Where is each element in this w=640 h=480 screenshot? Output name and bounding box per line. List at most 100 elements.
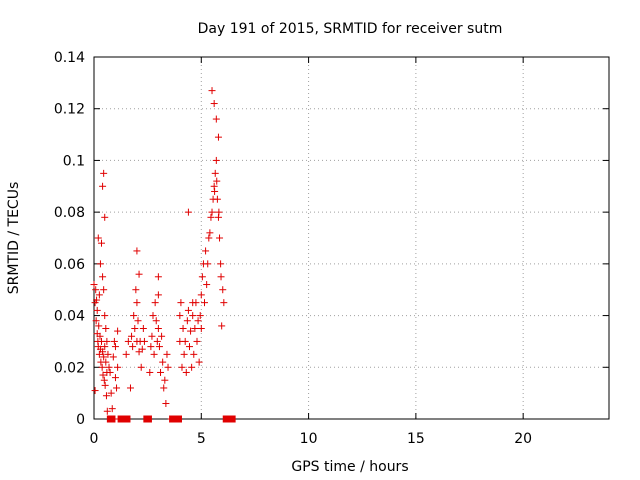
chart-title: Day 191 of 2015, SRMTID for receiver sut…	[198, 21, 503, 37]
data-point	[194, 317, 202, 325]
data-point	[92, 286, 100, 294]
data-point	[193, 337, 201, 345]
data-point	[208, 208, 216, 216]
data-point	[101, 343, 109, 351]
y-tick-label: 0.1	[63, 153, 85, 169]
data-point	[187, 327, 195, 335]
data-point	[109, 353, 117, 361]
data-point	[103, 407, 111, 415]
data-point	[162, 399, 170, 407]
data-point	[140, 337, 148, 345]
y-tick-label: 0.04	[54, 309, 85, 325]
data-point	[150, 350, 158, 358]
data-point	[101, 381, 109, 389]
data-point	[211, 169, 219, 177]
data-point	[160, 384, 168, 392]
data-point	[163, 350, 171, 358]
data-point	[92, 317, 100, 325]
data-point	[126, 384, 134, 392]
data-point	[104, 350, 112, 358]
data-point	[137, 363, 145, 371]
data-point	[177, 299, 185, 307]
data-point	[208, 87, 216, 95]
x-tick-label: 5	[197, 431, 206, 447]
data-point	[95, 322, 103, 330]
data-point	[114, 363, 122, 371]
data-point	[219, 286, 227, 294]
data-point	[201, 299, 209, 307]
data-point	[96, 332, 104, 340]
data-point	[154, 291, 162, 299]
data-point	[147, 343, 155, 351]
data-point	[182, 368, 190, 376]
data-point	[99, 273, 107, 281]
data-point	[153, 337, 161, 345]
data-point	[102, 358, 110, 366]
y-tick-label: 0.14	[54, 50, 85, 66]
data-point	[102, 325, 110, 332]
data-point	[134, 317, 142, 325]
data-point	[188, 363, 196, 371]
data-point	[149, 312, 157, 320]
data-point	[93, 296, 101, 304]
data-point	[179, 325, 187, 332]
data-point	[98, 363, 106, 371]
data-point	[152, 317, 160, 325]
data-point	[98, 239, 106, 247]
data-point	[184, 306, 192, 314]
data-point	[203, 281, 211, 289]
data-point	[124, 337, 132, 345]
data-point	[99, 371, 107, 379]
data-point	[159, 358, 167, 366]
data-point	[161, 376, 169, 384]
data-point	[91, 387, 99, 395]
data-point	[146, 368, 154, 376]
data-point	[214, 133, 222, 141]
data-point	[151, 299, 159, 307]
data-point	[100, 286, 108, 294]
data-point	[101, 213, 109, 221]
data-point	[185, 343, 193, 351]
x-tick-label: 20	[514, 431, 532, 447]
data-point	[100, 353, 108, 361]
baseline-flag-bar	[106, 415, 116, 423]
data-point	[107, 389, 115, 397]
data-point	[133, 299, 141, 307]
data-point	[95, 291, 103, 299]
x-tick-label: 15	[407, 431, 425, 447]
data-point	[129, 343, 137, 351]
data-point	[190, 350, 198, 358]
data-point	[94, 234, 102, 242]
data-point	[217, 260, 225, 268]
y-axis-label: SRMTID / TECUs	[6, 182, 22, 295]
y-tick-label: 0.06	[54, 257, 85, 273]
data-point	[176, 312, 184, 320]
data-point	[211, 187, 219, 195]
data-point	[202, 247, 210, 255]
data-point	[207, 213, 215, 221]
data-point	[210, 100, 218, 108]
baseline-flag-bar	[143, 415, 152, 423]
data-point	[154, 273, 162, 281]
data-point	[213, 195, 221, 203]
data-point	[128, 332, 136, 340]
data-point	[110, 337, 118, 345]
data-point	[204, 260, 212, 268]
data-point	[90, 281, 98, 289]
data-point	[111, 374, 119, 382]
data-point	[106, 368, 114, 376]
data-point	[154, 325, 162, 332]
ticks: 0 0.02 0.04 0.06 0.08 0.1 0.12 0.14 0 5 10 15 20	[54, 50, 609, 447]
data-point	[130, 312, 138, 320]
y-tick-label: 0.12	[54, 102, 85, 118]
data-point	[217, 273, 225, 281]
data-point	[218, 322, 226, 330]
data-point	[101, 312, 109, 320]
data-point	[102, 392, 110, 400]
data-point	[138, 345, 146, 353]
data-point	[212, 115, 220, 123]
data-point	[103, 337, 111, 345]
data-point	[157, 368, 165, 376]
data-point	[113, 384, 121, 392]
data-point	[178, 363, 186, 371]
